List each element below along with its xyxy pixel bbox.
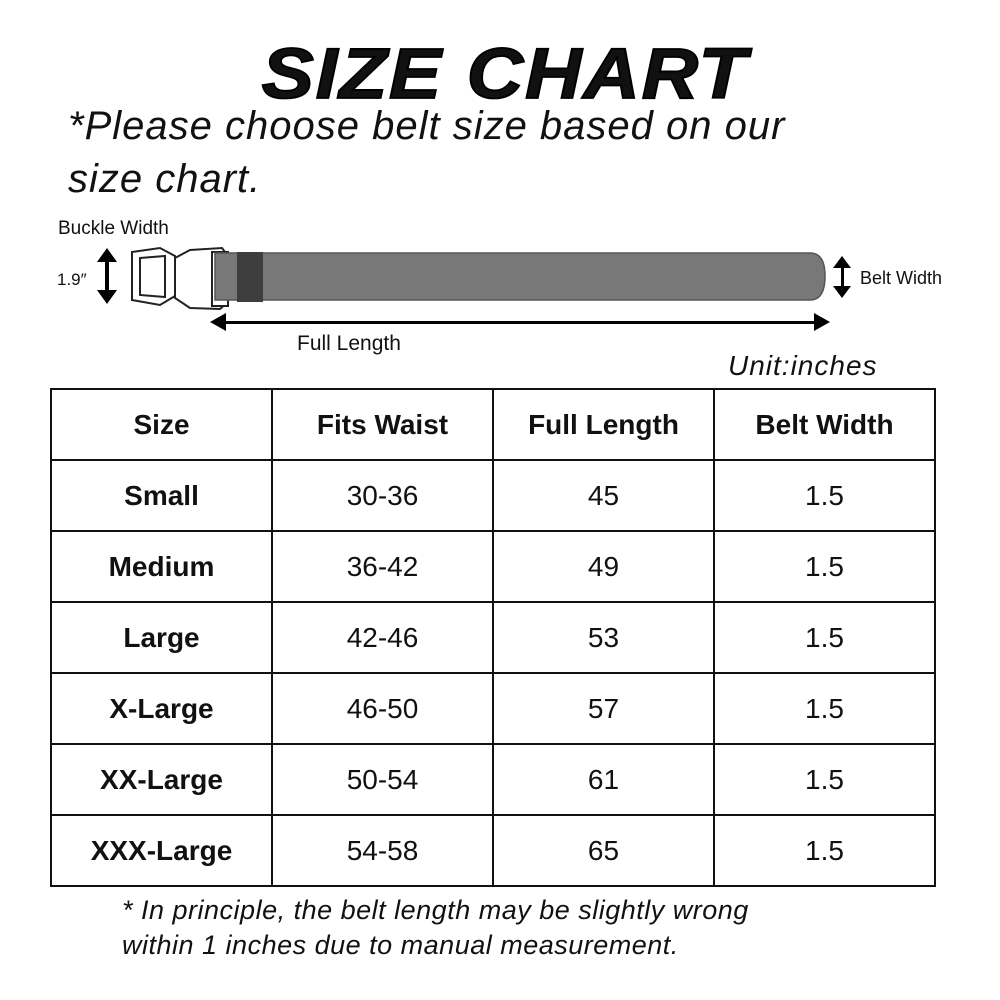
table-row: Small 30-36 45 1.5: [50, 459, 936, 532]
full-length-arrow: [210, 313, 830, 331]
size-table: Size Fits Waist Full Length Belt Width S…: [50, 388, 936, 887]
table-row: Medium 36-42 49 1.5: [50, 530, 936, 603]
size-cell: X-Large: [50, 672, 273, 745]
fits-waist-cell: 46-50: [271, 672, 494, 745]
header-size: Size: [50, 388, 273, 461]
subtitle-line2: size chart.: [68, 157, 262, 201]
fits-waist-cell: 54-58: [271, 814, 494, 887]
buckle-icon: [131, 246, 229, 311]
note-line1: * In principle, the belt length may be s…: [122, 895, 749, 925]
header-fits-waist: Fits Waist: [271, 388, 494, 461]
page-title: SIZE CHART: [261, 32, 749, 115]
full-length-cell: 65: [492, 814, 715, 887]
size-cell: XX-Large: [50, 743, 273, 816]
belt-width-label: Belt Width: [860, 268, 943, 288]
full-length-cell: 57: [492, 672, 715, 745]
size-cell: Small: [50, 459, 273, 532]
fits-waist-cell: 36-42: [271, 530, 494, 603]
buckle-width-label: Buckle Width: [58, 218, 169, 239]
belt-width-cell: 1.5: [713, 672, 936, 745]
belt-width-arrow: [833, 256, 851, 298]
belt-keeper: [237, 252, 263, 302]
size-cell: Medium: [50, 530, 273, 603]
fits-waist-cell: 42-46: [271, 601, 494, 674]
full-length-cell: 61: [492, 743, 715, 816]
table-header-row: Size Fits Waist Full Length Belt Width: [50, 388, 936, 461]
belt-width-cell: 1.5: [713, 601, 936, 674]
fits-waist-cell: 30-36: [271, 459, 494, 532]
table-row: X-Large 46-50 57 1.5: [50, 672, 936, 745]
table-row: XX-Large 50-54 61 1.5: [50, 743, 936, 816]
note-line2: within 1 inches due to manual measuremen…: [122, 930, 679, 960]
full-length-label: Full Length: [297, 332, 401, 355]
table-row: Large 42-46 53 1.5: [50, 601, 936, 674]
belt-width-cell: 1.5: [713, 530, 936, 603]
size-cell: Large: [50, 601, 273, 674]
belt-width-cell: 1.5: [713, 743, 936, 816]
belt-diagram: [97, 246, 851, 331]
belt-width-cell: 1.5: [713, 459, 936, 532]
subtitle-line1: *Please choose belt size based on our: [68, 104, 786, 148]
header-belt-width: Belt Width: [713, 388, 936, 461]
fits-waist-cell: 50-54: [271, 743, 494, 816]
buckle-width-arrow: [97, 248, 117, 304]
buckle-width-value: 1.9″: [57, 270, 87, 289]
belt-width-cell: 1.5: [713, 814, 936, 887]
full-length-cell: 53: [492, 601, 715, 674]
header-full-length: Full Length: [492, 388, 715, 461]
full-length-cell: 49: [492, 530, 715, 603]
full-length-cell: 45: [492, 459, 715, 532]
unit-label: Unit:inches: [728, 350, 878, 381]
table-row: XXX-Large 54-58 65 1.5: [50, 814, 936, 887]
belt-strap: [214, 252, 826, 302]
size-cell: XXX-Large: [50, 814, 273, 887]
